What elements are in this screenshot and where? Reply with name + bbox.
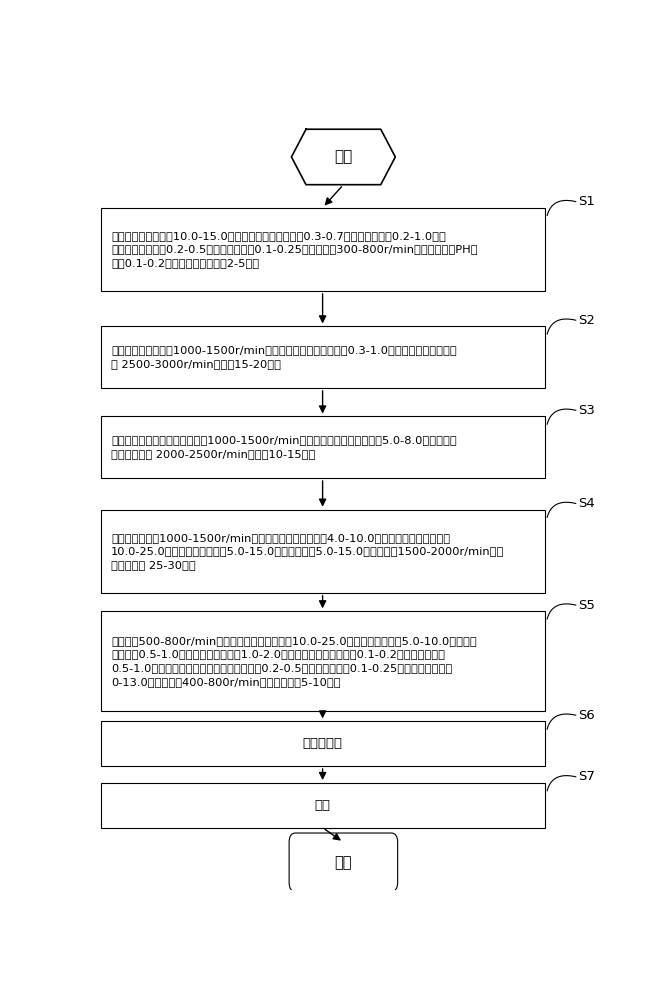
Bar — [100, 208, 545, 291]
Text: S1: S1 — [578, 195, 595, 208]
Bar — [100, 416, 545, 478]
Bar — [100, 611, 545, 711]
Text: 预混合：向去离子水10.0-15.0重量份中依次加入分散剂0.3-0.7重量份、润湿剂0.2-1.0重量
份、羟乙基纤维素0.2-0.5重量份和消泡剂0.1-0: 预混合：向去离子水10.0-15.0重量份中依次加入分散剂0.3-0.7重量份、… — [111, 231, 478, 268]
Text: S7: S7 — [578, 770, 595, 783]
Text: 包装: 包装 — [315, 799, 330, 812]
Text: 光触媒助剂分散：在1000-1500r/min的转速下，投入光触媒助剂0.3-1.0重量份，然后转速提高
到 2500-3000r/min，分散15-20分钟: 光触媒助剂分散：在1000-1500r/min的转速下，投入光触媒助剂0.3-1… — [111, 345, 457, 369]
Bar — [100, 783, 545, 828]
Bar — [100, 510, 545, 593]
Text: 检测、过滤: 检测、过滤 — [303, 737, 342, 750]
Text: S3: S3 — [578, 404, 595, 417]
Text: 调漆：在500-800r/min的转速下，加入净醛乳液10.0-25.0重量份、净味乳液5.0-10.0重量份和
成膜助剂0.5-1.0重量份，用去离子水1.0: 调漆：在500-800r/min的转速下，加入净醛乳液10.0-25.0重量份、… — [111, 636, 477, 687]
FancyBboxPatch shape — [289, 833, 397, 892]
Polygon shape — [291, 129, 395, 185]
Text: 开始: 开始 — [334, 149, 352, 164]
Text: 结束: 结束 — [334, 855, 352, 870]
Text: S4: S4 — [578, 497, 595, 510]
Bar — [100, 721, 545, 766]
Text: S6: S6 — [578, 709, 595, 722]
Bar — [100, 326, 545, 388]
Text: S5: S5 — [578, 599, 595, 612]
Text: S2: S2 — [578, 314, 595, 327]
Text: 光触媒助剂负载：降低转速，在1000-1500r/min的转速下投入多功能添加剂5.0-8.0重量份，然
后转速提高到 2000-2500r/min，负载10-: 光触媒助剂负载：降低转速，在1000-1500r/min的转速下投入多功能添加剂… — [111, 435, 457, 459]
Text: 颜填料分散：在1000-1500r/min的转速下，补加去离子水4.0-10.0重量份，依次投入钛白粉
10.0-25.0重量份、煅烧高岭土5.0-15.0重量: 颜填料分散：在1000-1500r/min的转速下，补加去离子水4.0-10.0… — [111, 533, 505, 570]
